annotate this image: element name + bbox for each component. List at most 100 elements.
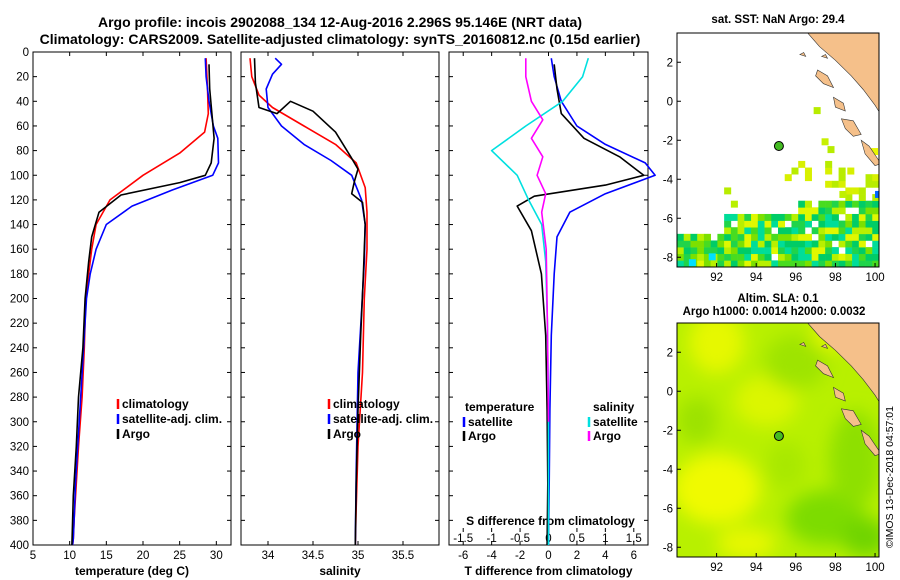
- island: [820, 343, 829, 349]
- map-xtick-label: 100: [865, 562, 884, 574]
- depth-tick-label: 100: [10, 170, 29, 182]
- sst-cell: [791, 247, 799, 255]
- depth-tick-label: 0: [23, 47, 29, 59]
- sst-cell: [845, 213, 853, 221]
- sst-cell: [764, 253, 772, 261]
- sst-cell: [724, 253, 732, 261]
- sst-cell: [875, 190, 879, 198]
- difference-series-salinity-argo: [524, 58, 550, 422]
- sst-cell: [872, 260, 879, 267]
- sla-anomaly-blob: [688, 323, 745, 374]
- sst-cell: [778, 253, 786, 261]
- sst-cell: [757, 260, 765, 267]
- sst-cell: [852, 227, 860, 235]
- sst-cell: [690, 240, 698, 248]
- sst-cell: [818, 207, 826, 215]
- sst-cell: [744, 247, 752, 255]
- sst-cell: [825, 260, 833, 267]
- sst-cell: [737, 213, 745, 221]
- depth-tick-label: 180: [10, 269, 29, 281]
- depth-tick-label: 320: [10, 441, 29, 453]
- sst-cell: [852, 233, 860, 241]
- sst-cell: [764, 213, 772, 221]
- temperature-xtick-label: 15: [100, 550, 113, 562]
- legend-entry-temperature-satellite: satellite: [468, 415, 513, 429]
- legend-entry-salinity-argo: Argo: [593, 429, 621, 443]
- sla-map-canvas: [677, 323, 879, 557]
- sst-map-canvas: [677, 33, 879, 267]
- main-title-line1: Argo profile: incois 2902088_134 12-Aug-…: [98, 14, 582, 30]
- temperature-xtick-label: 5: [30, 550, 36, 562]
- map-ytick-label: 0: [667, 386, 673, 398]
- sst-cell: [804, 247, 812, 255]
- difference-xlabel: T difference from climatology: [464, 564, 632, 578]
- sst-cell: [784, 247, 792, 255]
- sst-cell: [724, 213, 732, 221]
- sst-cell: [730, 253, 738, 261]
- legend-entry-satellite-adj-clim: satellite-adj. clim.: [122, 412, 222, 426]
- sst-cell: [757, 220, 765, 228]
- sst-cell: [852, 253, 860, 261]
- sst-cell: [858, 194, 866, 201]
- depth-tick-label: 300: [10, 417, 29, 429]
- difference-series-temperature-argo: [516, 64, 645, 546]
- salinity-diff-tick-label: -1: [487, 533, 497, 545]
- sst-cell: [818, 213, 826, 221]
- sst-cell: [858, 247, 866, 255]
- profile-plots: 5 10 15 20 25 3002040608010012014016018020022…: [10, 47, 656, 578]
- sst-cell: [838, 240, 846, 248]
- sst-cell: [757, 247, 765, 255]
- sst-cell: [798, 253, 806, 261]
- sst-cell: [757, 227, 765, 235]
- difference-xtick-label: 2: [574, 550, 580, 562]
- sst-cell: [784, 213, 792, 221]
- sst-cell: [677, 240, 685, 248]
- sst-cell: [744, 227, 752, 235]
- sst-cell: [827, 146, 835, 154]
- sst-cell: [751, 213, 759, 221]
- island: [833, 386, 846, 402]
- sst-cell: [831, 180, 839, 188]
- salinity-xtick-label: 34.5: [302, 550, 324, 562]
- sst-cell: [838, 207, 846, 215]
- sst-cell: [804, 213, 812, 221]
- sla-anomaly-blob: [764, 334, 828, 390]
- salinity-xtick-label: 35: [352, 550, 365, 562]
- sst-cell: [852, 247, 860, 255]
- map-ytick-label: -6: [663, 213, 673, 225]
- sst-cell: [852, 187, 860, 195]
- sst-cell: [717, 260, 725, 267]
- sst-cell: [831, 253, 839, 261]
- temperature-xtick-label: 25: [173, 550, 186, 562]
- sst-cell: [831, 220, 839, 228]
- sst-cell: [845, 233, 853, 241]
- sst-cell: [778, 227, 786, 235]
- map-xtick-label: 98: [829, 562, 842, 574]
- map-ytick-label: -2: [663, 135, 673, 147]
- sst-cell: [831, 233, 839, 241]
- legend-entry-temperature-argo: Argo: [468, 429, 496, 443]
- sst-cell: [771, 233, 779, 241]
- sst-cell: [784, 233, 792, 241]
- sst-cell: [724, 260, 732, 267]
- sst-cell: [865, 207, 873, 215]
- sst-cell: [791, 260, 799, 267]
- sst-cell: [852, 213, 860, 221]
- difference-plot: -6 -4 -2 0 2 4 6 T difference from climatology S…: [448, 51, 656, 578]
- sst-cell: [845, 240, 853, 248]
- salinity-diff-tick-label: 1: [602, 533, 608, 545]
- sst-cell: [697, 247, 705, 255]
- sst-cell: [764, 247, 772, 255]
- depth-tick-label: 260: [10, 367, 29, 379]
- island: [799, 342, 807, 347]
- depth-tick-label: 40: [16, 96, 29, 108]
- sst-cell: [825, 160, 833, 168]
- sst-cell: [865, 213, 873, 221]
- sst-cell: [838, 253, 846, 261]
- sst-cell: [872, 174, 879, 182]
- sst-data-cells: [677, 107, 879, 267]
- sst-cell: [791, 233, 799, 241]
- sst-cell: [811, 247, 819, 255]
- sst-cell: [703, 240, 711, 248]
- sst-cell: [724, 240, 732, 248]
